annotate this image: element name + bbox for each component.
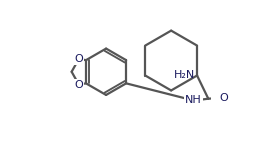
Text: O: O [219,93,228,103]
Text: O: O [75,80,83,90]
Text: O: O [75,54,83,64]
Text: H₂N: H₂N [174,70,195,80]
Text: NH: NH [185,95,202,105]
